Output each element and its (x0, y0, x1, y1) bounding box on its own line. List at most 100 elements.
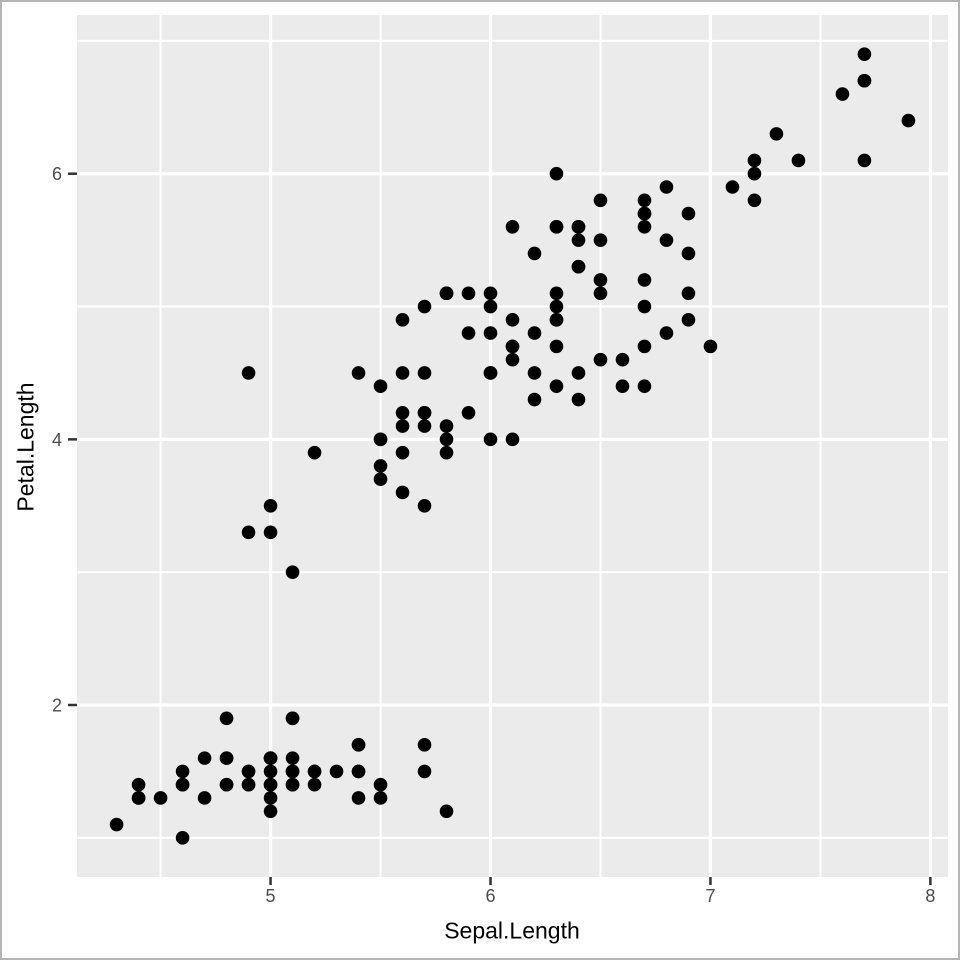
data-point (703, 339, 718, 354)
data-point (659, 326, 674, 340)
data-point (373, 777, 388, 792)
data-point (593, 352, 608, 367)
data-point (571, 366, 586, 380)
data-point (593, 193, 608, 208)
data-point (857, 153, 872, 168)
data-point (175, 777, 190, 792)
data-point (593, 233, 608, 247)
data-point (681, 206, 696, 221)
data-point (549, 313, 564, 327)
data-point (571, 233, 586, 247)
data-point (681, 313, 696, 327)
data-point (681, 286, 696, 301)
data-point (725, 180, 740, 194)
data-point (681, 246, 696, 261)
data-point (351, 738, 366, 752)
data-point (175, 764, 190, 779)
data-point (307, 445, 322, 460)
data-point (307, 764, 322, 779)
data-point (637, 220, 652, 234)
data-point (263, 777, 278, 792)
data-point (549, 220, 564, 234)
data-point (373, 459, 388, 473)
data-point (769, 127, 784, 141)
data-point (373, 379, 388, 394)
data-point (637, 193, 652, 208)
data-point (549, 339, 564, 354)
data-point (747, 193, 762, 208)
data-point (571, 392, 586, 407)
data-point (263, 804, 278, 819)
data-point (593, 286, 608, 301)
data-point (637, 339, 652, 354)
data-point (505, 432, 520, 447)
data-point (461, 405, 476, 420)
data-point (901, 113, 916, 128)
data-point (417, 299, 432, 314)
data-point (527, 326, 542, 340)
data-point (417, 419, 432, 433)
data-point (395, 405, 410, 420)
data-point (505, 339, 520, 354)
data-point (285, 565, 300, 579)
data-point (285, 777, 300, 792)
data-point (219, 751, 234, 765)
data-point (615, 352, 630, 367)
data-point (483, 432, 498, 447)
data-point (131, 791, 146, 805)
data-point (395, 419, 410, 433)
data-point (395, 313, 410, 327)
data-point (483, 299, 498, 314)
x-axis-title: Sepal.Length (444, 917, 580, 944)
y-tick-label: 2 (52, 695, 62, 715)
data-point (417, 405, 432, 420)
data-point (263, 498, 278, 513)
y-axis-title: Petal.Length (12, 382, 39, 512)
data-point (527, 392, 542, 407)
data-point (461, 286, 476, 301)
data-point (527, 366, 542, 380)
data-point (439, 804, 454, 819)
data-point (329, 764, 344, 779)
data-point (439, 445, 454, 460)
data-point (483, 366, 498, 380)
data-point (483, 326, 498, 340)
data-point (549, 379, 564, 394)
data-point (747, 166, 762, 181)
data-point (285, 751, 300, 765)
data-point (439, 432, 454, 447)
data-point (417, 738, 432, 752)
data-point (549, 286, 564, 301)
data-point (593, 273, 608, 287)
data-point (571, 220, 586, 234)
data-point (373, 791, 388, 805)
data-point (527, 246, 542, 261)
data-point (219, 777, 234, 792)
data-point (857, 47, 872, 61)
data-point (505, 352, 520, 367)
data-point (417, 764, 432, 779)
data-point (241, 764, 256, 779)
data-point (395, 366, 410, 380)
data-point (285, 764, 300, 779)
x-tick-label: 5 (266, 886, 276, 906)
data-point (197, 791, 212, 805)
data-point (637, 273, 652, 287)
data-point (439, 419, 454, 433)
data-point (395, 445, 410, 460)
data-point (461, 326, 476, 340)
x-tick-label: 7 (705, 886, 715, 906)
data-point (109, 817, 124, 832)
data-point (197, 751, 212, 765)
data-point (747, 153, 762, 168)
data-point (373, 472, 388, 487)
data-point (637, 299, 652, 314)
data-point (659, 180, 674, 194)
data-point (351, 791, 366, 805)
data-point (175, 831, 190, 845)
data-point (263, 751, 278, 765)
data-point (549, 299, 564, 314)
data-point (637, 379, 652, 394)
data-point (219, 711, 234, 726)
